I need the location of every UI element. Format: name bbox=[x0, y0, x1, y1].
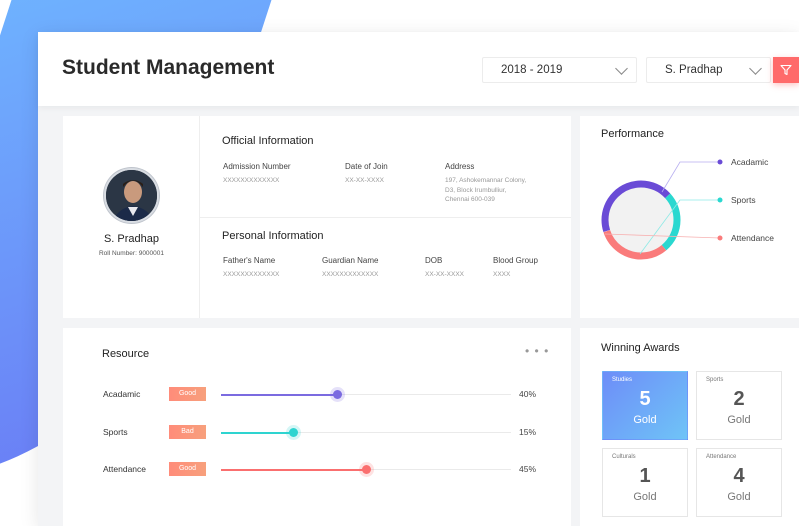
date-of-join-value: XX-XX-XXXX bbox=[345, 177, 385, 184]
address-line-1: 197, Ashokemannar Colony, bbox=[445, 177, 527, 184]
award-grade: Gold bbox=[727, 491, 751, 503]
award-count: 5 bbox=[639, 388, 651, 410]
progress-knob[interactable] bbox=[332, 390, 342, 399]
resource-card: Resource • • • Acadamic Good 40% Sports … bbox=[63, 328, 571, 526]
resource-title: Resource bbox=[102, 348, 150, 360]
status-badge: Bad bbox=[169, 425, 206, 439]
dob-value: XX-XX-XXXX bbox=[425, 271, 465, 278]
guardian-name-label: Guardian Name bbox=[322, 256, 379, 265]
progress-knob[interactable] bbox=[289, 428, 298, 437]
award-category: Culturals bbox=[612, 454, 636, 460]
award-grade: Gold bbox=[633, 491, 657, 503]
resource-label: Attendance bbox=[103, 464, 147, 474]
roll-number: Roll Number: 9000001 bbox=[98, 250, 165, 257]
donut-segment-sports bbox=[601, 180, 681, 260]
award-grade: Gold bbox=[633, 414, 657, 426]
legend-dot-sports bbox=[717, 197, 723, 203]
status-badge: Good bbox=[169, 387, 206, 401]
legend-dot-attendance bbox=[717, 235, 723, 241]
official-info-title: Official Information bbox=[222, 135, 314, 147]
student-select-value: S. Pradhap bbox=[665, 64, 723, 76]
address-label: Address bbox=[445, 162, 475, 171]
progress-percent: 45% bbox=[519, 464, 537, 474]
header: Student Management 2018 - 2019 S. Pradha… bbox=[38, 32, 799, 106]
resource-row-attendance: Attendance Good 45% bbox=[103, 462, 543, 478]
progress-track bbox=[221, 390, 511, 399]
winning-awards-title: Winning Awards bbox=[601, 342, 680, 354]
progress-fill bbox=[221, 431, 294, 434]
progress-track bbox=[221, 465, 511, 474]
progress-percent: 15% bbox=[519, 427, 537, 437]
progress-percent: 40% bbox=[519, 389, 537, 399]
blood-group-value: XXXX bbox=[493, 271, 511, 278]
date-of-join-label: Date of Join bbox=[345, 162, 388, 171]
resource-row-sports: Sports Bad 15% bbox=[103, 425, 543, 441]
progress-track bbox=[221, 428, 511, 437]
leader-line-acadamic bbox=[661, 161, 720, 193]
legend-label-attendance: Attendance bbox=[731, 233, 775, 243]
award-category: Sports bbox=[706, 377, 724, 383]
father-name-label: Father's Name bbox=[223, 256, 276, 265]
performance-card: Performance Acadamic Sports Attendance bbox=[580, 116, 799, 318]
divider bbox=[200, 217, 571, 218]
avatar-image bbox=[106, 170, 157, 221]
page-title: Student Management bbox=[62, 56, 275, 79]
award-category: Studies bbox=[612, 377, 633, 383]
award-count: 1 bbox=[639, 465, 651, 487]
legend-label-sports: Sports bbox=[731, 195, 756, 205]
dob-label: DOB bbox=[425, 256, 443, 265]
award-tile-sports[interactable]: Sports 2 Gold bbox=[696, 371, 782, 440]
avatar bbox=[104, 168, 159, 223]
award-category: Attendance bbox=[706, 454, 737, 460]
legend-label-acadamic: Acadamic bbox=[731, 157, 769, 167]
status-badge: Good bbox=[169, 462, 206, 476]
student-name: S. Pradhap bbox=[103, 233, 160, 245]
award-count: 2 bbox=[733, 388, 745, 410]
award-tile-culturals[interactable]: Culturals 1 Gold bbox=[602, 448, 688, 517]
personal-info-title: Personal Information bbox=[222, 230, 324, 242]
award-grade: Gold bbox=[727, 414, 751, 426]
chevron-down-icon bbox=[615, 61, 628, 75]
student-profile-card: S. Pradhap Roll Number: 9000001 Official… bbox=[63, 116, 571, 318]
progress-fill bbox=[221, 468, 366, 471]
filter-button[interactable] bbox=[773, 57, 799, 83]
more-options-icon[interactable]: • • • bbox=[525, 344, 550, 358]
legend-dot-acadamic bbox=[717, 159, 723, 165]
donut-segment-acadamic bbox=[601, 180, 681, 260]
progress-fill bbox=[221, 393, 337, 396]
resource-label: Acadamic bbox=[103, 389, 141, 399]
resource-row-acadamic: Acadamic Good 40% bbox=[103, 387, 543, 403]
academic-year-select[interactable]: 2018 - 2019 bbox=[482, 57, 637, 83]
leader-line-attendance bbox=[604, 233, 721, 239]
admission-number-label: Admission Number bbox=[223, 162, 291, 171]
chevron-down-icon bbox=[749, 61, 762, 75]
progress-knob[interactable] bbox=[361, 465, 371, 474]
guardian-name-value: XXXXXXXXXXXXX bbox=[322, 271, 379, 278]
app-window: Student Management 2018 - 2019 S. Pradha… bbox=[38, 32, 799, 526]
academic-year-value: 2018 - 2019 bbox=[501, 64, 563, 76]
performance-donut-chart bbox=[601, 159, 723, 260]
profile-summary: S. Pradhap Roll Number: 9000001 bbox=[63, 116, 200, 318]
award-tile-studies[interactable]: Studies 5 Gold bbox=[602, 371, 688, 440]
award-count: 4 bbox=[733, 465, 745, 487]
address-line-2: D3, Block Irumbulliur, bbox=[445, 186, 507, 194]
award-tile-attendance[interactable]: Attendance 4 Gold bbox=[696, 448, 782, 517]
filter-icon bbox=[780, 64, 792, 76]
donut-segment-attendance bbox=[601, 180, 681, 260]
admission-number-value: XXXXXXXXXXXXX bbox=[223, 177, 280, 184]
winning-awards-card: Winning Awards Studies 5 Gold Sports 2 G… bbox=[580, 328, 799, 526]
performance-title: Performance bbox=[601, 128, 664, 140]
student-select[interactable]: S. Pradhap bbox=[646, 57, 771, 83]
blood-group-label: Blood Group bbox=[493, 256, 538, 265]
resource-label: Sports bbox=[103, 427, 128, 437]
address-line-3: Chennai 600-039 bbox=[445, 196, 495, 203]
father-name-value: XXXXXXXXXXXXX bbox=[223, 271, 280, 278]
